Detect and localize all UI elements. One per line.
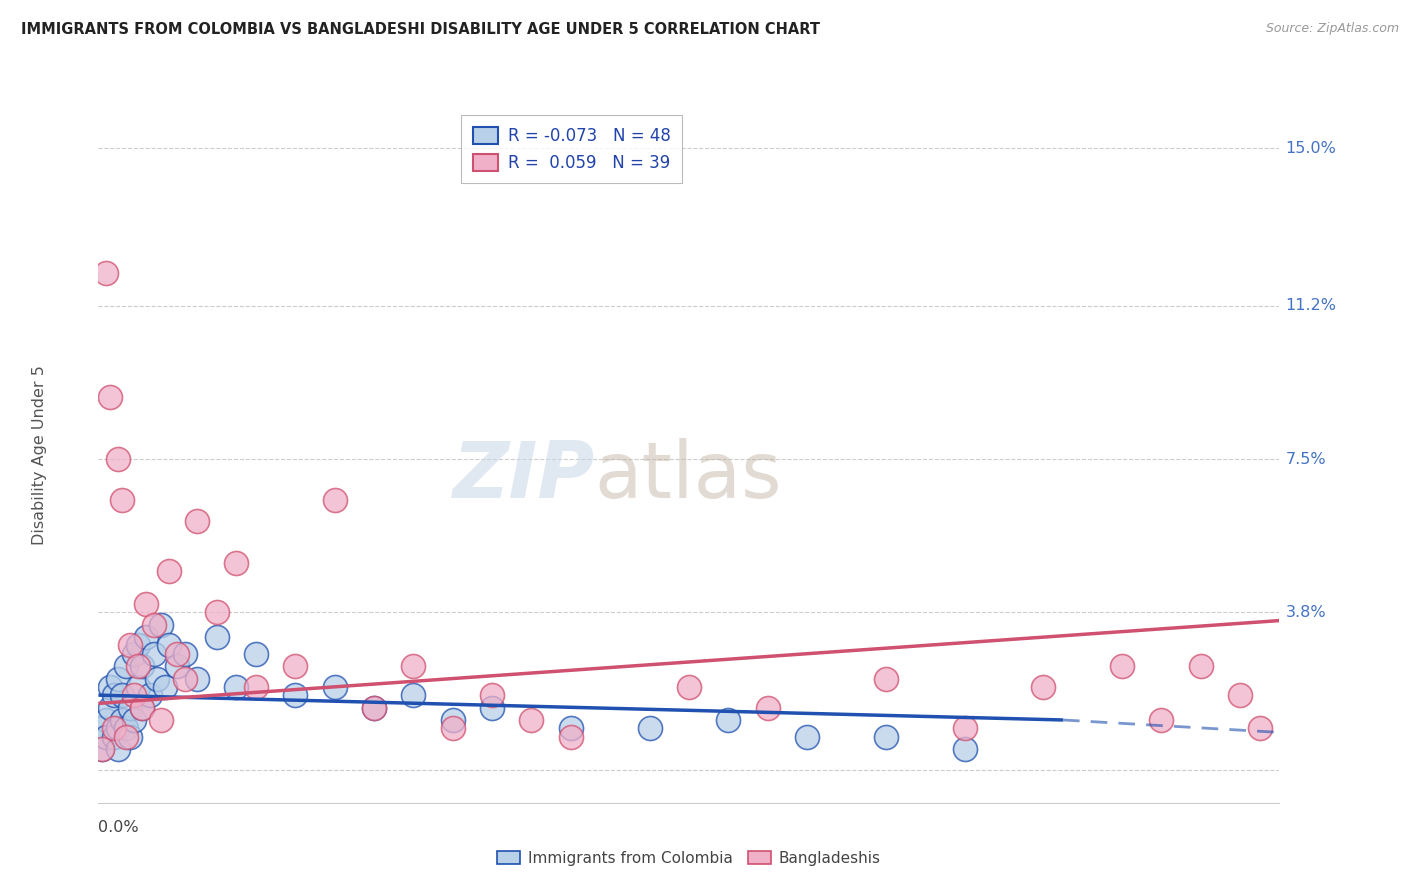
- Point: [1189, 659, 1212, 673]
- Point: [103, 721, 125, 735]
- Point: [186, 514, 208, 528]
- Point: [122, 713, 145, 727]
- Point: [150, 617, 173, 632]
- Point: [157, 639, 180, 653]
- Point: [284, 659, 307, 673]
- Point: [142, 617, 165, 632]
- Point: [91, 721, 114, 735]
- Point: [96, 730, 118, 744]
- Point: [717, 713, 740, 727]
- Point: [174, 647, 197, 661]
- Point: [166, 659, 188, 673]
- Point: [107, 672, 129, 686]
- Point: [1150, 713, 1173, 727]
- Point: [323, 680, 346, 694]
- Point: [103, 730, 125, 744]
- Point: [953, 721, 976, 735]
- Point: [157, 564, 180, 578]
- Point: [402, 659, 425, 673]
- Text: 7.5%: 7.5%: [1285, 451, 1326, 467]
- Point: [127, 659, 149, 673]
- Point: [118, 700, 141, 714]
- Point: [118, 730, 141, 744]
- Point: [875, 672, 897, 686]
- Point: [142, 647, 165, 661]
- Point: [96, 266, 118, 280]
- Point: [91, 742, 114, 756]
- Point: [875, 730, 897, 744]
- Text: Disability Age Under 5: Disability Age Under 5: [32, 365, 46, 545]
- Point: [363, 700, 385, 714]
- Point: [520, 713, 543, 727]
- Point: [98, 680, 121, 694]
- Point: [481, 688, 503, 702]
- Point: [107, 742, 129, 756]
- Point: [796, 730, 818, 744]
- Point: [225, 680, 247, 694]
- Point: [1032, 680, 1054, 694]
- Point: [127, 639, 149, 653]
- Point: [560, 730, 582, 744]
- Point: [1249, 721, 1271, 735]
- Text: atlas: atlas: [595, 438, 782, 514]
- Point: [205, 605, 228, 619]
- Point: [131, 700, 153, 714]
- Point: [146, 672, 169, 686]
- Point: [122, 647, 145, 661]
- Point: [225, 556, 247, 570]
- Point: [756, 700, 779, 714]
- Point: [122, 688, 145, 702]
- Point: [135, 597, 157, 611]
- Point: [1229, 688, 1251, 702]
- Point: [135, 630, 157, 644]
- Point: [284, 688, 307, 702]
- Point: [98, 700, 121, 714]
- Point: [155, 680, 177, 694]
- Text: 15.0%: 15.0%: [1285, 141, 1336, 156]
- Point: [91, 742, 114, 756]
- Point: [441, 713, 464, 727]
- Point: [186, 672, 208, 686]
- Text: IMMIGRANTS FROM COLOMBIA VS BANGLADESHI DISABILITY AGE UNDER 5 CORRELATION CHART: IMMIGRANTS FROM COLOMBIA VS BANGLADESHI …: [21, 22, 820, 37]
- Point: [111, 713, 134, 727]
- Text: ZIP: ZIP: [453, 438, 595, 514]
- Point: [131, 659, 153, 673]
- Point: [166, 647, 188, 661]
- Point: [98, 390, 121, 404]
- Point: [481, 700, 503, 714]
- Point: [127, 680, 149, 694]
- Point: [103, 688, 125, 702]
- Point: [1111, 659, 1133, 673]
- Point: [441, 721, 464, 735]
- Point: [131, 700, 153, 714]
- Point: [118, 639, 141, 653]
- Text: Source: ZipAtlas.com: Source: ZipAtlas.com: [1265, 22, 1399, 36]
- Point: [107, 452, 129, 467]
- Point: [245, 680, 267, 694]
- Point: [953, 742, 976, 756]
- Point: [111, 493, 134, 508]
- Point: [96, 713, 118, 727]
- Point: [560, 721, 582, 735]
- Point: [402, 688, 425, 702]
- Point: [205, 630, 228, 644]
- Text: 11.2%: 11.2%: [1285, 298, 1336, 313]
- Point: [245, 647, 267, 661]
- Legend: Immigrants from Colombia, Bangladeshis: Immigrants from Colombia, Bangladeshis: [491, 845, 887, 871]
- Point: [115, 659, 138, 673]
- Point: [363, 700, 385, 714]
- Point: [638, 721, 661, 735]
- Point: [174, 672, 197, 686]
- Point: [678, 680, 700, 694]
- Point: [115, 730, 138, 744]
- Point: [150, 713, 173, 727]
- Point: [111, 688, 134, 702]
- Text: 3.8%: 3.8%: [1285, 605, 1326, 620]
- Point: [323, 493, 346, 508]
- Point: [107, 721, 129, 735]
- Point: [115, 721, 138, 735]
- Text: 0.0%: 0.0%: [98, 821, 139, 835]
- Point: [138, 688, 160, 702]
